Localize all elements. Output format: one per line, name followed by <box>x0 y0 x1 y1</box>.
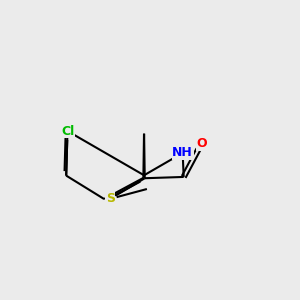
Text: S: S <box>106 192 115 205</box>
Text: O: O <box>196 137 207 150</box>
Text: NH: NH <box>172 146 193 160</box>
Text: Cl: Cl <box>61 124 74 137</box>
